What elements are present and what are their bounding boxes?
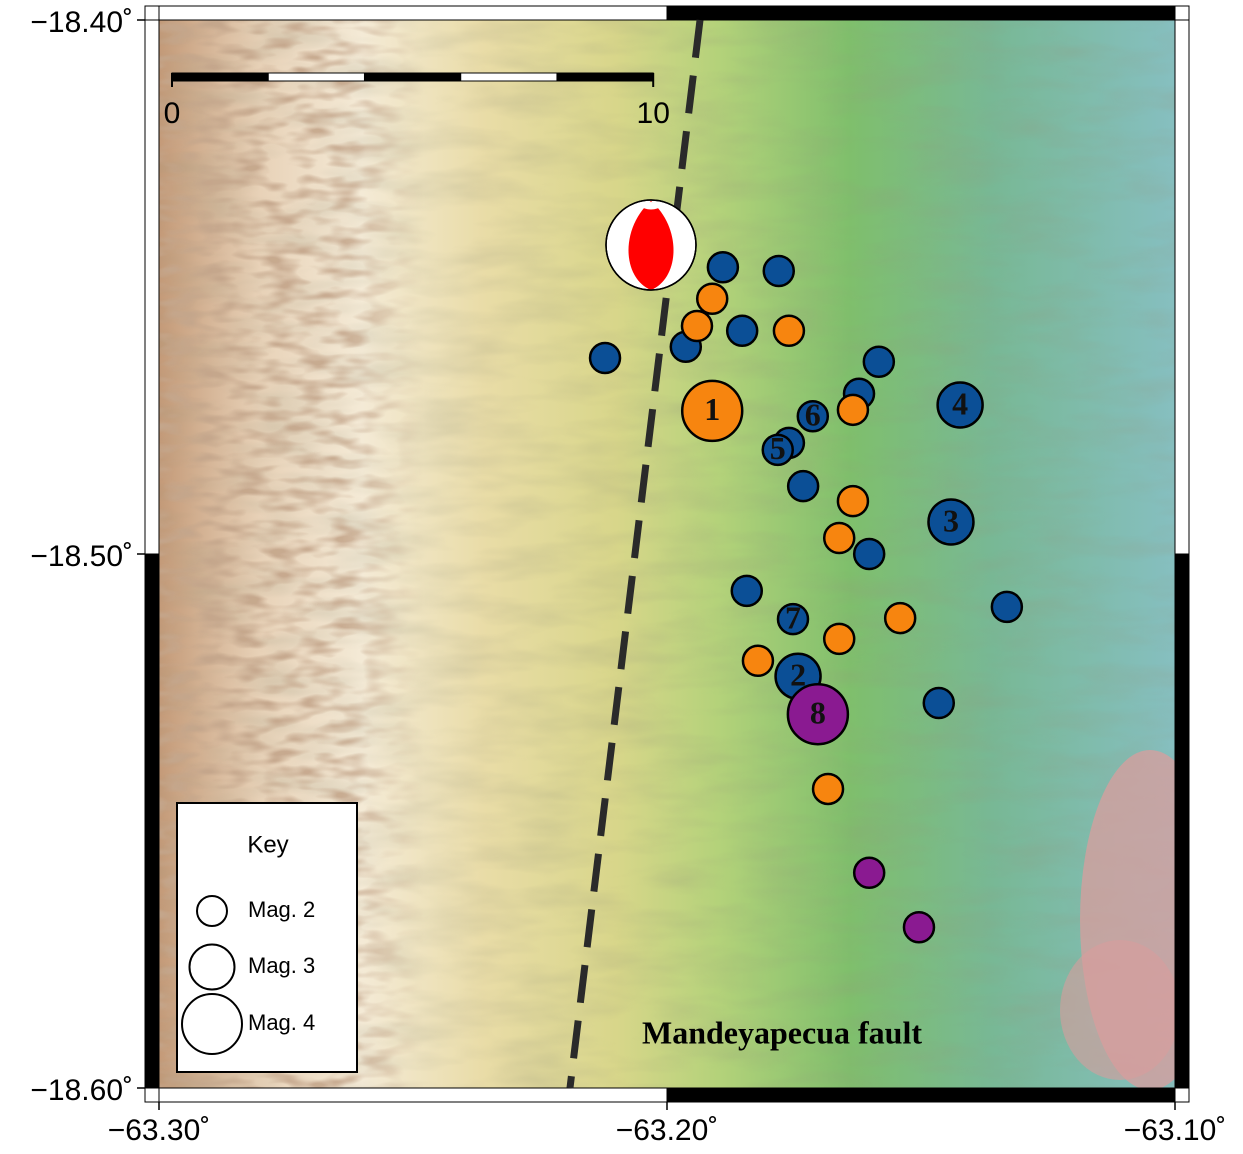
frame-band: [667, 1088, 1175, 1102]
scale-segment: [557, 73, 653, 81]
x-tick-label: −63.10˚: [1124, 1114, 1227, 1147]
event: [788, 471, 818, 501]
event-label: 4: [952, 385, 968, 421]
event: [854, 858, 884, 888]
scale-segment: [268, 73, 364, 81]
event: [774, 316, 804, 346]
event-label: 7: [785, 599, 801, 635]
event-label: 5: [770, 430, 786, 466]
x-tick-label: −63.20˚: [616, 1114, 719, 1147]
key-label: Mag. 4: [248, 1010, 315, 1035]
event: [992, 592, 1022, 622]
event-label: 8: [810, 695, 826, 731]
event: [864, 347, 894, 377]
event: [924, 688, 954, 718]
event: [824, 624, 854, 654]
y-tick-label: −18.50˚: [30, 540, 133, 573]
key-label: Mag. 2: [248, 897, 315, 922]
x-tick-label: −63.30˚: [108, 1114, 211, 1147]
frame-band: [1175, 554, 1189, 1088]
key-symbol: [197, 896, 227, 926]
key-symbol: [190, 945, 235, 990]
scale-segment: [172, 73, 268, 81]
event: [885, 603, 915, 633]
event: [682, 311, 712, 341]
frame-band: [667, 6, 1175, 20]
focal-mechanism: [606, 200, 696, 290]
key-symbol: [182, 994, 242, 1054]
event: [590, 343, 620, 373]
y-tick-label: −18.60˚: [30, 1074, 133, 1107]
event: [854, 539, 884, 569]
event: [838, 395, 868, 425]
frame-band: [1175, 20, 1189, 554]
scale-segment: [461, 73, 557, 81]
fault-label: Mandeyapecua fault: [642, 1014, 922, 1050]
scale-label: 0: [164, 97, 181, 130]
scale-label: 10: [637, 97, 670, 130]
event: [732, 576, 762, 606]
frame-band: [159, 1088, 667, 1102]
event: [727, 316, 757, 346]
scale-segment: [364, 73, 460, 81]
frame-band: [159, 6, 667, 20]
key-label: Mag. 3: [248, 953, 315, 978]
event: [697, 284, 727, 314]
event: [813, 774, 843, 804]
y-tick-label: −18.40˚: [30, 6, 133, 39]
event: [904, 912, 934, 942]
event-label: 6: [805, 397, 821, 433]
key: Key Mag. 2 Mag. 3 Mag. 4: [177, 803, 357, 1072]
frame-band: [145, 20, 159, 554]
event: [764, 256, 794, 286]
key-title: Key: [247, 831, 288, 858]
event: [708, 252, 738, 282]
event: [824, 523, 854, 553]
event: [838, 486, 868, 516]
event-label: 3: [943, 502, 959, 538]
event: [743, 646, 773, 676]
frame-band: [145, 554, 159, 1088]
event-label: 1: [704, 391, 720, 427]
map-figure: −63.30˚ −63.20˚ −63.10˚ −18.40˚ −18.50˚ −18.6…: [0, 0, 1243, 1149]
